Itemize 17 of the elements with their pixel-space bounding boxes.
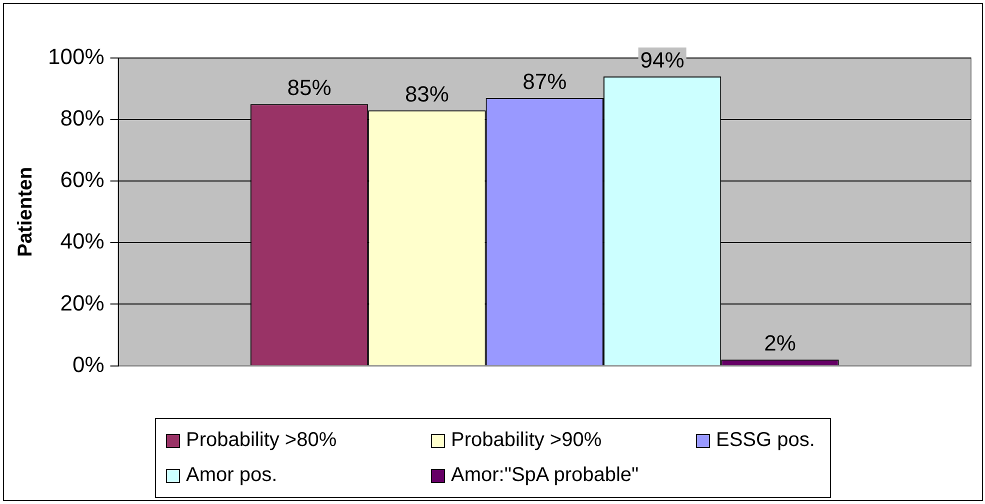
text: 85% bbox=[287, 75, 332, 100]
legend-label: Amor:"SpA probable" bbox=[451, 464, 639, 487]
y-tick-label: 0% bbox=[72, 352, 104, 377]
text: 2% bbox=[764, 330, 796, 356]
text: 83% bbox=[404, 81, 449, 106]
y-tick-label: 80% bbox=[60, 106, 104, 131]
y-tick-label: 20% bbox=[60, 290, 104, 316]
y-tick-label: 100% bbox=[48, 44, 104, 70]
y-tick-label: 40% bbox=[60, 228, 104, 254]
legend-label: ESSG pos. bbox=[716, 429, 815, 452]
legend-label: Probability >90% bbox=[451, 429, 602, 452]
y-axis-title: Patienten bbox=[14, 166, 37, 257]
legend-label: Probability >80% bbox=[186, 429, 337, 452]
text: 94% bbox=[640, 48, 684, 73]
y-tick-label: 60% bbox=[60, 167, 104, 192]
legend-label: Amor pos. bbox=[186, 464, 278, 487]
text: 87% bbox=[522, 69, 567, 94]
